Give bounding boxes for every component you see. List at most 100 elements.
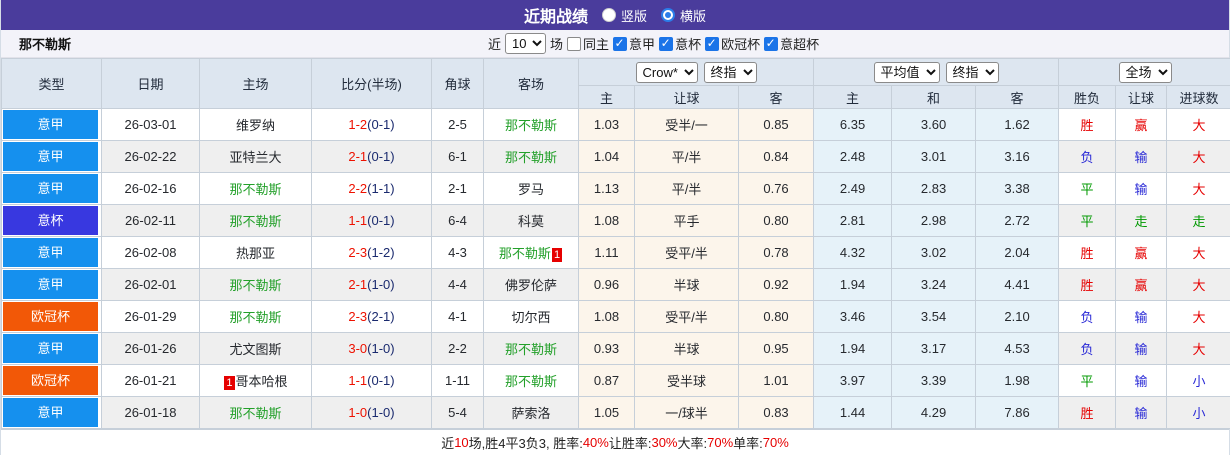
league-badge-cell: 意甲 [2, 333, 102, 365]
avg-away: 3.16 [976, 141, 1059, 173]
league-filter-ucl[interactable]: 欧冠杯 [705, 34, 760, 53]
league-badge-cell: 意杯 [2, 205, 102, 237]
corner-count: 6-4 [432, 205, 484, 237]
avg-home: 2.49 [814, 173, 892, 205]
corner-count: 2-5 [432, 109, 484, 141]
league-badge-cell: 意甲 [2, 141, 102, 173]
home-team: 热那亚 [200, 237, 312, 269]
result-goals: 大 [1167, 237, 1230, 269]
match-date: 26-03-01 [102, 109, 200, 141]
odds-away: 0.83 [739, 397, 814, 429]
odds-away: 0.84 [739, 141, 814, 173]
col-header-score: 比分(半场) [312, 59, 432, 109]
fulltime-score: 1-0 [348, 405, 367, 420]
league-filter-supercup[interactable]: 意超杯 [764, 34, 819, 53]
league-badge-cell: 意甲 [2, 397, 102, 429]
checkbox-checked-icon[interactable] [764, 37, 778, 51]
corner-count: 4-3 [432, 237, 484, 269]
odds-away: 0.85 [739, 109, 814, 141]
corner-count: 4-1 [432, 301, 484, 333]
avg-away: 1.62 [976, 109, 1059, 141]
match-date: 26-01-18 [102, 397, 200, 429]
bookmaker-select[interactable]: Crow* [636, 62, 698, 83]
league-badge: 欧冠杯 [3, 366, 98, 395]
same-home-checkbox[interactable]: 同主 [567, 34, 609, 53]
radio-unselected-icon[interactable] [602, 8, 616, 22]
league-filter-coppa[interactable]: 意杯 [659, 34, 701, 53]
average-stage-select[interactable]: 终指 [946, 62, 999, 83]
fulltime-score: 1-2 [348, 117, 367, 132]
avg-home: 3.97 [814, 365, 892, 397]
games-count-select[interactable]: 10 [505, 33, 546, 54]
summary-value: 40% [583, 435, 609, 450]
average-group-header: 平均值终指 [814, 59, 1059, 86]
odds-handicap: 一/球半 [635, 397, 739, 429]
results-table: 类型 日期 主场 比分(半场) 角球 客场 Crow*终指 平均值终指 全场 主… [1, 58, 1230, 429]
league-badge-cell: 欧冠杯 [2, 301, 102, 333]
league-badge: 意甲 [3, 398, 98, 427]
halftime-score: (0-1) [367, 149, 394, 164]
score-cell: 2-1(0-1) [312, 141, 432, 173]
odds-home: 1.08 [579, 301, 635, 333]
match-rows: 意甲 26-03-01 维罗纳 1-2(0-1) 2-5 那不勒斯 1.03 受… [2, 109, 1230, 429]
team-name: 那不勒斯 [19, 34, 71, 53]
summary-value: 10 [454, 435, 468, 450]
odds-away: 1.01 [739, 365, 814, 397]
league-filter-seriea[interactable]: 意甲 [613, 34, 655, 53]
avg-away: 1.98 [976, 365, 1059, 397]
checkbox-unchecked-icon[interactable] [567, 37, 581, 51]
odds-stage-select[interactable]: 终指 [704, 62, 757, 83]
result-goals: 小 [1167, 365, 1230, 397]
league-badge-cell: 意甲 [2, 269, 102, 301]
home-team: 尤文图斯 [200, 333, 312, 365]
halftime-score: (1-2) [367, 245, 394, 260]
radio-selected-icon[interactable] [661, 8, 675, 22]
col-header-avg-away: 客 [976, 86, 1059, 109]
fulltime-score: 2-1 [348, 149, 367, 164]
match-date: 26-02-11 [102, 205, 200, 237]
odds-home: 0.93 [579, 333, 635, 365]
checkbox-checked-icon[interactable] [705, 37, 719, 51]
league-badge-cell: 意甲 [2, 173, 102, 205]
odds-away: 0.76 [739, 173, 814, 205]
match-date: 26-02-16 [102, 173, 200, 205]
average-select[interactable]: 平均值 [874, 62, 940, 83]
layout-radio-horizontal[interactable]: 横版 [661, 6, 706, 25]
fulltime-score: 2-1 [348, 277, 367, 292]
halftime-score: (0-1) [367, 373, 394, 388]
league-badge: 意甲 [3, 334, 98, 363]
summary-text: 近 [441, 433, 454, 452]
league-badge-cell: 意甲 [2, 237, 102, 269]
avg-draw: 3.01 [892, 141, 976, 173]
avg-home: 2.81 [814, 205, 892, 237]
halftime-score: (0-1) [367, 117, 394, 132]
scope-select[interactable]: 全场 [1119, 62, 1172, 83]
match-date: 26-01-26 [102, 333, 200, 365]
halftime-score: (2-1) [367, 309, 394, 324]
col-header-type: 类型 [2, 59, 102, 109]
radio-vertical-label: 竖版 [621, 6, 647, 25]
checkbox-checked-icon[interactable] [613, 37, 627, 51]
odds-handicap: 平手 [635, 205, 739, 237]
result-goals: 大 [1167, 173, 1230, 205]
away-team: 那不勒斯 [484, 109, 579, 141]
result-winloss: 平 [1059, 173, 1116, 205]
avg-draw: 2.83 [892, 173, 976, 205]
summary-value: 70% [707, 435, 733, 450]
avg-home: 4.32 [814, 237, 892, 269]
fulltime-score: 1-1 [348, 373, 367, 388]
table-row: 欧冠杯 26-01-29 那不勒斯 2-3(2-1) 4-1 切尔西 1.08 … [2, 301, 1230, 333]
layout-radio-vertical[interactable]: 竖版 [602, 6, 647, 25]
table-row: 意杯 26-02-11 那不勒斯 1-1(0-1) 6-4 科莫 1.08 平手… [2, 205, 1230, 237]
result-handicap: 输 [1116, 333, 1167, 365]
result-winloss: 负 [1059, 141, 1116, 173]
avg-away: 2.72 [976, 205, 1059, 237]
checkbox-checked-icon[interactable] [659, 37, 673, 51]
summary-value: 70% [763, 435, 789, 450]
result-winloss: 胜 [1059, 109, 1116, 141]
league-badge: 意甲 [3, 174, 98, 203]
league-badge: 意甲 [3, 270, 98, 299]
odds-handicap: 受半/一 [635, 109, 739, 141]
